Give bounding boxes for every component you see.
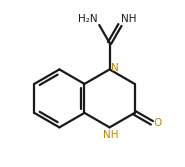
Text: NH: NH: [121, 14, 137, 24]
Text: NH: NH: [103, 130, 118, 140]
Text: N: N: [111, 63, 119, 73]
Text: H₂N: H₂N: [78, 14, 98, 24]
Text: O: O: [154, 118, 162, 128]
